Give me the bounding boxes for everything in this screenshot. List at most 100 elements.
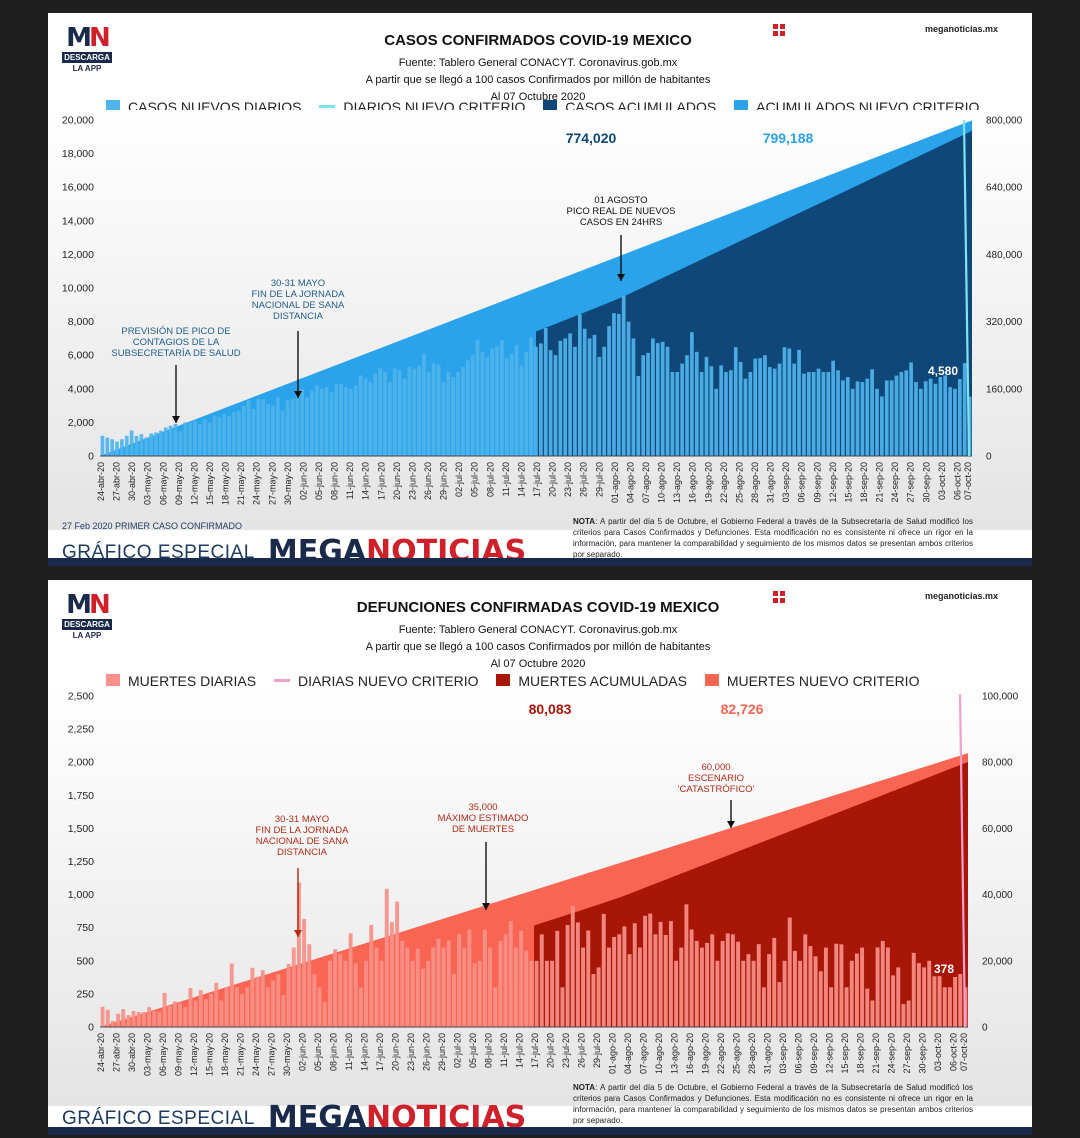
daily-bar: [811, 372, 816, 456]
daily-bar: [300, 388, 305, 456]
x-tick-label: 14-jul-20: [515, 1033, 525, 1068]
mn-logo[interactable]: MN DESCARGA LA APP: [62, 592, 112, 640]
daily-bar: [865, 378, 870, 456]
x-tick-label: 27-abr-20: [112, 1033, 122, 1072]
daily-bar: [405, 947, 410, 1027]
x-tick-label: 27-abr-20: [112, 462, 122, 501]
daily-bar: [281, 995, 286, 1027]
daily-bar: [808, 946, 813, 1027]
y-left-tick-label: 16,000: [62, 182, 94, 194]
daily-bar: [751, 960, 756, 1027]
daily-bar: [668, 921, 673, 1027]
annotation-text: 35,000: [468, 802, 497, 813]
daily-bar: [490, 348, 495, 456]
x-tick-label: 29-jul-20: [592, 1033, 602, 1068]
y-left-tick-label: 2,000: [68, 417, 94, 429]
daily-bar: [694, 351, 699, 456]
daily-bar: [265, 987, 270, 1027]
chart-header: CASOS CONFIRMADOS COVID-19 MEXICO Fuente…: [188, 32, 888, 106]
x-tick-label: 09-may-20: [174, 1033, 184, 1076]
daily-bar: [632, 923, 637, 1027]
y-right-tick-label: 0: [982, 1023, 988, 1034]
daily-bar: [500, 340, 504, 456]
daily-bar: [730, 934, 735, 1027]
y-right-tick-label: 100,000: [982, 692, 1019, 703]
daily-bar: [836, 370, 840, 456]
daily-bar: [100, 435, 105, 456]
daily-bar: [462, 947, 467, 1027]
daily-bar: [555, 930, 560, 1027]
x-tick-label: 21-sep-20: [875, 462, 885, 503]
daily-bar: [312, 974, 317, 1027]
x-tick-label: 27-sep-20: [902, 1033, 912, 1074]
x-tick-label: 11-jun-20: [344, 1033, 354, 1070]
daily-bar: [426, 960, 431, 1027]
daily-bar: [539, 343, 543, 456]
x-tick-label: 06-oct-20: [952, 462, 962, 500]
x-tick-label: 18-may-20: [220, 1033, 230, 1076]
daily-bar: [193, 420, 197, 456]
daily-bar: [622, 926, 627, 1027]
x-tick-label: 11-jul-20: [499, 1033, 509, 1067]
legend-item-cumulative: MUERTES ACUMULADAS: [496, 673, 687, 689]
cases-chart-svg: 0 2,000 4,000 6,000 8,000 10,000 12,000 14,000 1…: [48, 110, 1032, 530]
daily-bar: [378, 368, 382, 456]
x-tick-label: 10-ago-20: [657, 462, 667, 503]
daily-bar: [358, 987, 363, 1027]
site-url[interactable]: meganoticias.mx: [924, 591, 998, 601]
x-tick-label: 06-may-20: [158, 462, 168, 505]
daily-bar: [870, 1000, 875, 1027]
daily-bar: [844, 987, 849, 1027]
y-right-tick-label: 60,000: [982, 824, 1013, 835]
daily-bar: [932, 976, 937, 1027]
annotation-text: DISTANCIA: [273, 311, 324, 322]
daily-bar: [854, 953, 859, 1027]
daily-bar: [198, 424, 202, 456]
annotation-arrowhead: [172, 416, 180, 423]
daily-bar: [120, 439, 124, 456]
y-left-tick-label: 6,000: [68, 350, 94, 362]
y-left-tick-label: 4,000: [68, 383, 94, 395]
x-tick-label: 12-sep-20: [825, 1033, 835, 1074]
y-left-tick-label: 2,250: [68, 724, 94, 736]
daily-bar: [607, 326, 611, 456]
x-tick-label: 24-abr-20: [96, 462, 106, 501]
daily-bar: [157, 1011, 162, 1027]
daily-bar: [684, 904, 689, 1027]
daily-bar: [519, 365, 524, 456]
x-tick-label: 18-may-20: [221, 462, 231, 505]
y-left-tick-label: 14,000: [62, 215, 94, 227]
daily-bar: [743, 378, 748, 456]
y-left-tick-label: 18,000: [62, 148, 94, 160]
site-url[interactable]: meganoticias.mx: [924, 24, 998, 34]
x-tick-label: 21-may-20: [236, 1033, 246, 1076]
daily-bar: [880, 396, 884, 456]
daily-bar: [368, 382, 373, 456]
annotation-text: ESCENARIO: [688, 773, 744, 784]
x-tick-label: 18-sep-20: [859, 462, 869, 503]
daily-bar: [286, 963, 291, 1027]
daily-bar: [704, 356, 709, 456]
daily-bar: [777, 363, 782, 456]
daily-bar: [183, 1007, 188, 1027]
x-tick-label: 26-jun-20: [423, 462, 433, 500]
daily-bar: [927, 960, 932, 1027]
daily-bar: [475, 339, 480, 456]
daily-bar: [141, 1012, 146, 1027]
daily-bar: [653, 934, 658, 1027]
daily-bar: [674, 960, 679, 1027]
daily-bar: [467, 929, 472, 1027]
annotation-text: FIN DE LA JORNADA: [256, 825, 350, 836]
y-right-tick-label: 20,000: [982, 956, 1013, 967]
x-tick-label: 26-jul-20: [577, 1033, 587, 1068]
y-right-tick-label: 160,000: [986, 384, 1023, 395]
daily-bar: [275, 397, 280, 456]
mn-logo[interactable]: MN DESCARGA LA APP: [62, 25, 112, 73]
daily-bar: [285, 400, 290, 456]
daily-bar: [601, 913, 606, 1027]
annotation-text: 'CATASTRÓFICO': [678, 784, 755, 795]
daily-bar: [962, 363, 967, 456]
x-tick-label: 12-sep-20: [828, 462, 838, 503]
daily-bar: [307, 944, 312, 1027]
bottom-band: [48, 558, 1032, 566]
